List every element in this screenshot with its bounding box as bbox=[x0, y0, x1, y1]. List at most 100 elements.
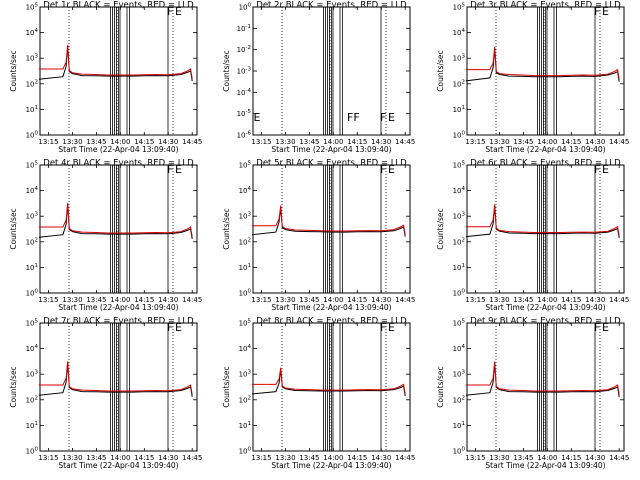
x-tick-label: 14:30 bbox=[585, 138, 605, 146]
flag-label: E bbox=[602, 5, 609, 18]
detector-panel: Det 2r BLACK = Events, RED = LLD 13:15 13:… bbox=[222, 1, 415, 155]
events-series-line bbox=[38, 203, 193, 239]
y-tick-label: 102 bbox=[239, 237, 251, 246]
events-series-line bbox=[465, 205, 620, 239]
y-tick-label: 102 bbox=[26, 79, 38, 88]
y-tick-label: 103 bbox=[26, 212, 39, 221]
flag-label: F bbox=[594, 321, 600, 334]
y-axis-label: Counts/sec bbox=[436, 208, 445, 249]
y-tick-label: 102 bbox=[453, 395, 465, 404]
events-series-line bbox=[465, 362, 620, 397]
x-tick-label: 14:45 bbox=[395, 454, 415, 462]
panel-title: Det 6r BLACK = Events, RED = LLD bbox=[470, 159, 621, 169]
y-tick-label: 10-5 bbox=[237, 109, 252, 118]
y-tick-label: 105 bbox=[453, 161, 466, 170]
x-tick-label: 14:00 bbox=[323, 296, 343, 304]
x-tick-label: 14:15 bbox=[134, 138, 154, 146]
lld-series-line bbox=[251, 205, 406, 235]
panel-title: Det 5r BLACK = Events, RED = LLD bbox=[256, 159, 407, 169]
x-tick-label: 14:45 bbox=[182, 296, 202, 304]
x-tick-label: 14:00 bbox=[537, 454, 557, 462]
y-tick-label: 100 bbox=[453, 447, 466, 456]
detector-panel: Det 7r BLACK = Events, RED = LLD 13:15 13:… bbox=[9, 317, 202, 471]
y-tick-label: 101 bbox=[26, 421, 38, 430]
events-series-line bbox=[38, 362, 193, 397]
panel-title: Det 9r BLACK = Events, RED = LLD bbox=[470, 317, 621, 327]
y-tick-label: 100 bbox=[239, 3, 252, 12]
y-tick-label: 101 bbox=[239, 421, 251, 430]
x-axis-label: Start Time (22-Apr-04 13:09:40) bbox=[485, 303, 605, 312]
y-tick-label: 10-1 bbox=[237, 24, 251, 33]
x-tick-label: 13:30 bbox=[275, 138, 295, 146]
x-tick-label: 14:00 bbox=[323, 138, 343, 146]
flag-label: F bbox=[594, 163, 600, 176]
x-tick-label: 14:45 bbox=[395, 138, 415, 146]
y-tick-label: 10-2 bbox=[237, 45, 251, 54]
detector-panel: Det 6r BLACK = Events, RED = LLD 13:15 13:… bbox=[436, 159, 629, 313]
lld-series-line bbox=[251, 367, 406, 394]
flag-label: F bbox=[380, 163, 386, 176]
lld-series-line bbox=[38, 202, 193, 237]
events-series-line bbox=[465, 47, 620, 82]
x-tick-label: 14:00 bbox=[537, 138, 557, 146]
x-tick-label: 13:15 bbox=[251, 296, 271, 304]
y-tick-label: 101 bbox=[26, 105, 38, 114]
x-tick-label: 13:45 bbox=[86, 454, 106, 462]
y-tick-label: 10-4 bbox=[237, 88, 252, 97]
x-tick-label: 13:45 bbox=[299, 454, 319, 462]
x-tick-label: 14:30 bbox=[158, 454, 178, 462]
x-tick-label: 14:15 bbox=[134, 454, 154, 462]
events-series-line bbox=[38, 45, 193, 81]
y-tick-label: 103 bbox=[26, 370, 39, 379]
x-tick-label: 13:45 bbox=[513, 296, 533, 304]
panel-title: Det 4r BLACK = Events, RED = LLD bbox=[43, 159, 194, 169]
x-tick-label: 14:15 bbox=[347, 454, 367, 462]
y-tick-label: 10-6 bbox=[237, 131, 252, 140]
x-tick-label: 13:30 bbox=[275, 296, 295, 304]
x-axis-label: Start Time (22-Apr-04 13:09:40) bbox=[485, 461, 605, 470]
x-tick-label: 14:45 bbox=[182, 138, 202, 146]
flag-label: F bbox=[167, 5, 173, 18]
y-tick-label: 105 bbox=[453, 3, 466, 12]
x-tick-label: 13:45 bbox=[299, 296, 319, 304]
y-tick-label: 102 bbox=[239, 395, 251, 404]
detector-panel: Det 8r BLACK = Events, RED = LLD 13:15 13:… bbox=[222, 317, 415, 471]
y-tick-label: 105 bbox=[239, 319, 252, 328]
y-tick-label: 103 bbox=[239, 212, 252, 221]
y-axis-label: Counts/sec bbox=[222, 366, 231, 407]
x-tick-label: 14:30 bbox=[585, 296, 605, 304]
x-tick-label: 14:45 bbox=[609, 138, 629, 146]
events-series-line bbox=[251, 368, 406, 397]
x-tick-label: 13:30 bbox=[62, 296, 82, 304]
x-axis-label: Start Time (22-Apr-04 13:09:40) bbox=[58, 303, 178, 312]
y-tick-label: 104 bbox=[453, 186, 466, 195]
y-tick-label: 100 bbox=[453, 289, 466, 298]
x-tick-label: 14:15 bbox=[561, 296, 581, 304]
events-series-line bbox=[251, 206, 406, 237]
x-tick-label: 14:30 bbox=[158, 138, 178, 146]
y-tick-label: 102 bbox=[453, 237, 465, 246]
x-tick-label: 14:15 bbox=[347, 138, 367, 146]
y-tick-label: 100 bbox=[239, 289, 252, 298]
x-axis-label: Start Time (22-Apr-04 13:09:40) bbox=[58, 461, 178, 470]
x-tick-label: 13:45 bbox=[86, 296, 106, 304]
y-tick-label: 105 bbox=[26, 319, 39, 328]
y-tick-label: 100 bbox=[239, 447, 252, 456]
x-tick-label: 14:45 bbox=[182, 454, 202, 462]
lld-series-line bbox=[465, 204, 620, 236]
x-tick-label: 13:45 bbox=[86, 138, 106, 146]
y-axis-label: Counts/sec bbox=[222, 50, 231, 91]
y-tick-label: 100 bbox=[453, 131, 466, 140]
panel-title: Det 3r BLACK = Events, RED = LLD bbox=[470, 1, 621, 11]
x-tick-label: 14:00 bbox=[110, 296, 130, 304]
x-tick-label: 14:30 bbox=[371, 454, 391, 462]
flag-label: F bbox=[594, 5, 600, 18]
panel-title: Det 2r BLACK = Events, RED = LLD bbox=[256, 1, 407, 11]
x-tick-label: 14:45 bbox=[609, 296, 629, 304]
flag-label: F bbox=[380, 111, 386, 124]
x-tick-label: 14:15 bbox=[134, 296, 154, 304]
x-tick-label: 13:15 bbox=[465, 454, 485, 462]
y-tick-label: 103 bbox=[453, 212, 466, 221]
y-tick-label: 105 bbox=[26, 3, 39, 12]
y-tick-label: 103 bbox=[239, 370, 252, 379]
